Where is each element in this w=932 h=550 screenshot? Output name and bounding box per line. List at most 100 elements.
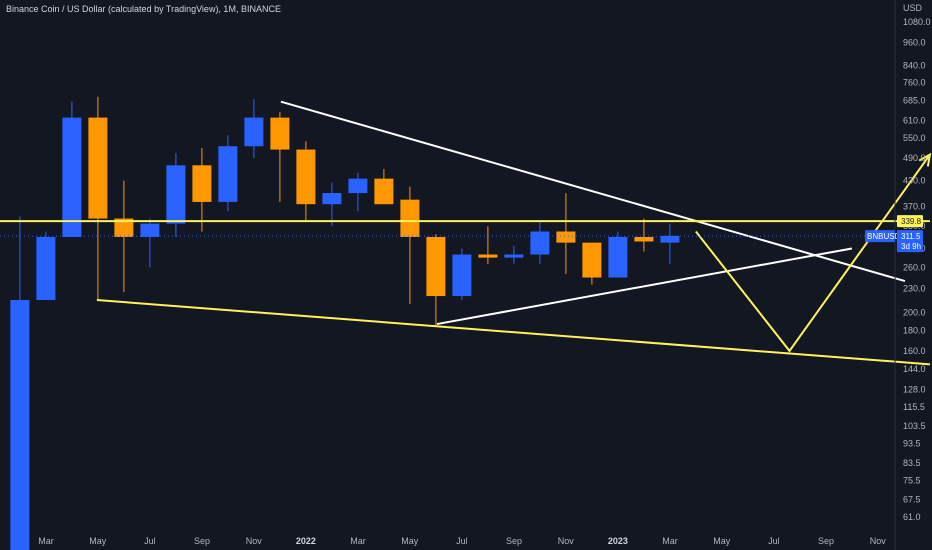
time-axis[interactable]: Mar May Jul Sep Nov 2022 Mar May Jul Sep Nov 2023 Ma… bbox=[38, 536, 886, 546]
candle-2021-02[interactable] bbox=[10, 216, 30, 550]
time-tick-label: Mar bbox=[662, 536, 678, 546]
candle-2021-11[interactable] bbox=[244, 99, 264, 159]
price-tick-label: 160.0 bbox=[903, 346, 926, 356]
price-tick-label: 230.0 bbox=[903, 283, 926, 293]
price-axis[interactable]: 1080.0 960.0 840.0 760.0 685.0 610.0 550.0 490.… bbox=[903, 17, 931, 522]
candle-2022-03[interactable] bbox=[348, 172, 368, 212]
countdown-text: 3d 9h bbox=[901, 242, 921, 251]
candle-body bbox=[478, 254, 498, 258]
price-tick-label: 260.0 bbox=[903, 262, 926, 272]
candle-body bbox=[426, 236, 446, 297]
candle-body bbox=[62, 117, 82, 237]
last-price-tag: BNBUSD 311.53d 9h bbox=[865, 230, 923, 253]
candle-body bbox=[504, 254, 524, 258]
candle-2021-09[interactable] bbox=[192, 147, 212, 232]
price-tick-label: 610.0 bbox=[903, 115, 926, 125]
candle-body bbox=[608, 236, 628, 278]
candle-2022-11[interactable] bbox=[556, 193, 576, 275]
price-tick-label: 550.0 bbox=[903, 133, 926, 143]
time-tick-label: Jul bbox=[144, 536, 156, 546]
candle-body bbox=[348, 178, 368, 194]
candle-body bbox=[114, 218, 134, 237]
candle-2022-02[interactable] bbox=[322, 182, 342, 227]
time-tick-label: Jul bbox=[768, 536, 780, 546]
time-tick-label: Nov bbox=[246, 536, 263, 546]
candle-body bbox=[660, 235, 680, 243]
time-tick-label: Nov bbox=[870, 536, 887, 546]
candle-2021-08[interactable] bbox=[166, 152, 186, 237]
candle-2022-12[interactable] bbox=[582, 242, 602, 285]
price-tick-label: 128.0 bbox=[903, 384, 926, 394]
candle-body bbox=[452, 254, 472, 297]
lower-support-trendline bbox=[96, 299, 930, 366]
candle-2021-06[interactable] bbox=[114, 180, 134, 293]
time-tick-label: Nov bbox=[558, 536, 575, 546]
candle-2022-06[interactable] bbox=[426, 234, 446, 326]
candle-2021-04[interactable] bbox=[62, 101, 82, 237]
candle-2023-01[interactable] bbox=[608, 231, 628, 278]
candle-2022-04[interactable] bbox=[374, 169, 394, 205]
candle-2021-10[interactable] bbox=[218, 135, 238, 212]
candle-2021-03[interactable] bbox=[36, 231, 56, 301]
price-tick-label: 61.0 bbox=[903, 512, 921, 522]
time-tick-label: Jul bbox=[456, 536, 468, 546]
time-tick-label: 2022 bbox=[296, 536, 316, 546]
candle-body bbox=[88, 117, 108, 219]
candle-2021-07[interactable] bbox=[140, 218, 160, 268]
candle-body bbox=[634, 236, 654, 242]
price-tick-label: 115.5 bbox=[903, 402, 925, 412]
candle-2023-03[interactable] bbox=[660, 223, 680, 264]
candle-2021-05[interactable] bbox=[88, 96, 108, 301]
time-tick-label: Mar bbox=[38, 536, 54, 546]
price-tick-label: 490.0 bbox=[903, 153, 926, 163]
candle-body bbox=[36, 236, 56, 301]
candle-body bbox=[322, 193, 342, 205]
candles-layer bbox=[10, 96, 680, 550]
time-tick-label: Sep bbox=[506, 536, 522, 546]
candle-body bbox=[374, 178, 394, 205]
candle-body bbox=[530, 231, 550, 255]
candle-2022-09[interactable] bbox=[504, 245, 524, 264]
candle-2022-05[interactable] bbox=[400, 186, 420, 305]
price-tick-label: 760.0 bbox=[903, 78, 926, 88]
candle-2022-10[interactable] bbox=[530, 221, 550, 264]
time-tick-label: May bbox=[401, 536, 419, 546]
time-tick-label: May bbox=[713, 536, 731, 546]
price-tick-label: 144.0 bbox=[903, 364, 926, 374]
candle-body bbox=[400, 199, 420, 237]
projection-path bbox=[695, 154, 931, 353]
candle-body bbox=[556, 231, 576, 243]
time-tick-label: Sep bbox=[818, 536, 834, 546]
candle-2023-02[interactable] bbox=[634, 218, 654, 252]
last-price-text: 311.5 bbox=[901, 232, 921, 241]
drawings-layer bbox=[0, 100, 932, 366]
candle-2022-01[interactable] bbox=[296, 141, 316, 222]
level-price-tag: 339.8 bbox=[897, 215, 923, 228]
price-tick-label: 840.0 bbox=[903, 60, 926, 70]
candle-body bbox=[582, 242, 602, 278]
price-tags: 339.8 BNBUSD 311.53d 9h bbox=[0, 215, 923, 253]
price-tick-label: 75.5 bbox=[903, 475, 921, 485]
level-price-text: 339.8 bbox=[901, 217, 922, 226]
price-tick-label: 960.0 bbox=[903, 37, 926, 47]
price-tick-label: 1080.0 bbox=[903, 17, 931, 27]
time-tick-label: May bbox=[89, 536, 107, 546]
candle-body bbox=[140, 223, 160, 237]
price-tick-label: 370.0 bbox=[903, 202, 926, 212]
candle-2022-07[interactable] bbox=[452, 248, 472, 301]
candle-body bbox=[296, 149, 316, 205]
price-tick-label: 83.5 bbox=[903, 458, 921, 468]
price-tick-label: 180.0 bbox=[903, 326, 926, 336]
price-tick-label: 430.0 bbox=[903, 176, 926, 186]
time-tick-label: 2023 bbox=[608, 536, 628, 546]
price-tick-label: 200.0 bbox=[903, 307, 926, 317]
candle-2021-12[interactable] bbox=[270, 112, 290, 202]
candle-2022-08[interactable] bbox=[478, 226, 498, 264]
candle-body bbox=[218, 146, 238, 202]
candle-body bbox=[244, 117, 264, 147]
upper-trendline bbox=[280, 100, 906, 283]
price-tick-label: 93.5 bbox=[903, 438, 921, 448]
price-tick-label: 103.5 bbox=[903, 421, 926, 431]
